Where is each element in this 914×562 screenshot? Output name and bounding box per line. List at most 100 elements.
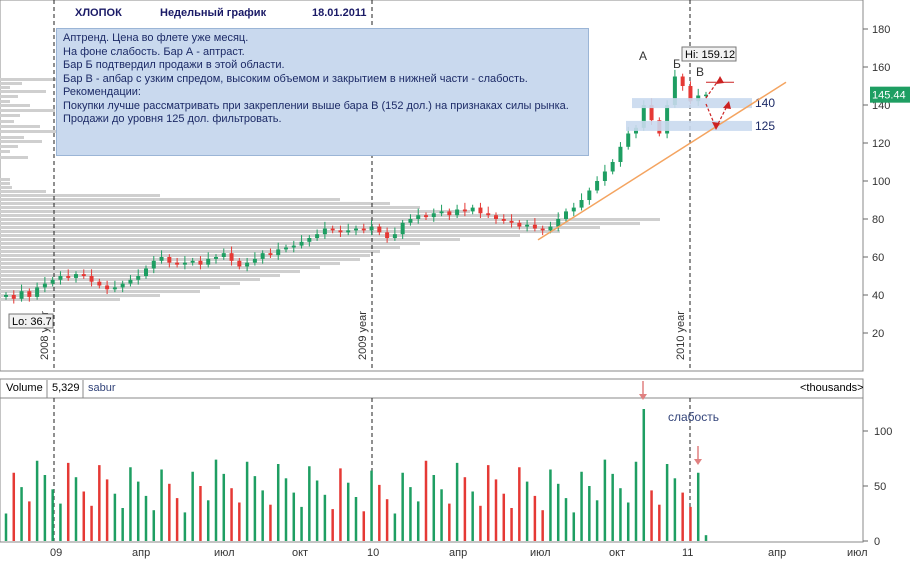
candle-body (151, 260, 156, 269)
x-axis-label: 10 (367, 547, 379, 559)
volume-tick-label: 100 (874, 426, 892, 438)
hi-label: Hi: 159.12 (685, 49, 735, 61)
volume-header-bar (0, 378, 864, 400)
volume-units: <thousands> (800, 382, 864, 394)
volume-profile-bar (0, 78, 64, 81)
candle-body (564, 211, 568, 219)
volume-profile-bar (0, 242, 420, 245)
candle-body (447, 211, 452, 216)
price-tick-label: 180 (872, 24, 890, 36)
candle-body (618, 146, 623, 162)
candle-body (377, 226, 382, 233)
price-tick-label: 140 (872, 100, 890, 112)
candle-body (291, 245, 296, 248)
candle-body (27, 291, 32, 297)
level-label: 125 (755, 119, 775, 133)
volume-profile-bar (0, 194, 160, 197)
candle-body (455, 209, 460, 216)
year-label: 2009 year (357, 311, 369, 360)
volume-profile-bar (0, 100, 10, 103)
volume-profile-bar (0, 274, 280, 277)
volume-profile-bar (0, 109, 55, 112)
volume-tick-label: 50 (874, 481, 886, 493)
candle-body (361, 228, 366, 231)
candle-body (525, 224, 530, 227)
annotation-line: На фоне слабость. Бар А - аптраст. (63, 45, 245, 58)
candle-body (245, 262, 250, 267)
symbol-title: ХЛОПОК (75, 7, 122, 19)
candle-body (470, 207, 475, 212)
candle-body (540, 228, 545, 231)
candle-body (672, 76, 677, 105)
candle-body (97, 281, 102, 286)
candle-body (610, 162, 615, 172)
annotation-line: Бар Б подтвердил продажи в этой области. (63, 59, 285, 71)
x-axis-label: июл (847, 547, 868, 559)
candle-body (284, 247, 288, 250)
candle-body (322, 228, 327, 235)
candle-body (649, 105, 654, 121)
volume-profile-bar (0, 82, 22, 85)
candle-body (66, 276, 71, 278)
candle-body (268, 253, 273, 256)
volume-profile-bar (0, 130, 56, 133)
candle-body (494, 215, 498, 219)
volume-profile-bar (0, 222, 640, 225)
candle-body (144, 268, 148, 276)
volume-profile-bar (0, 202, 390, 205)
volume-profile-bar (0, 258, 360, 261)
candle-body (128, 279, 133, 284)
volume-profile-bar (0, 290, 200, 293)
volume-profile-bar (0, 104, 30, 107)
candle-body (159, 257, 164, 261)
candle-body (112, 287, 117, 290)
candle-body (221, 253, 226, 257)
volume-profile-bar (0, 234, 520, 237)
candle-body (58, 276, 63, 280)
volume-profile-bar (0, 262, 340, 265)
volume-panel-frame (0, 397, 864, 543)
candle-body (579, 200, 584, 208)
candle-body (354, 228, 358, 231)
volume-profile-bar (0, 90, 46, 93)
volume-profile-bar (0, 145, 18, 148)
candle-body (571, 207, 576, 212)
candle-body (595, 181, 600, 191)
candle-body (190, 260, 195, 263)
volume-profile-bar (0, 286, 220, 289)
volume-profile-bar (0, 206, 420, 209)
volume-profile-bar (0, 282, 240, 285)
candle-body (35, 287, 40, 297)
x-axis-label: апр (768, 547, 786, 559)
volume-profile-bar (0, 186, 12, 189)
candle-body (307, 238, 312, 242)
volume-profile-bar (0, 150, 10, 153)
candle-body (214, 257, 218, 259)
volume-profile-bar (0, 136, 24, 139)
annotation-line: Бар В - апбар с узким спредом, высоким о… (63, 72, 528, 85)
volume-profile-bar (0, 298, 120, 301)
weakness-arrow-head (694, 459, 702, 465)
lo-label: Lo: 36.7 (12, 316, 52, 328)
bar-label: Б (673, 57, 681, 71)
candle-body (50, 279, 55, 284)
candle-body (338, 230, 343, 233)
volume-tick-label: 0 (874, 536, 880, 548)
candle-body (704, 94, 708, 97)
volume-profile-bar (0, 182, 10, 185)
candle-body (602, 171, 607, 181)
candle-body (416, 215, 421, 219)
volume-profile-bar (0, 266, 320, 269)
candle-body (517, 222, 522, 227)
candle-body (548, 226, 553, 231)
bar-label: В (696, 65, 704, 79)
annotation-line: Аптренд. Цена во флете уже месяц. (63, 32, 249, 44)
volume-profile-bar (0, 270, 300, 273)
candle-body (299, 241, 304, 246)
price-tick-label: 20 (872, 328, 884, 340)
volume-profile-bar (0, 178, 10, 181)
candle-body (315, 234, 320, 238)
candle-body (260, 253, 265, 259)
volume-source: sabur (88, 382, 116, 394)
current-price-box (870, 86, 910, 103)
